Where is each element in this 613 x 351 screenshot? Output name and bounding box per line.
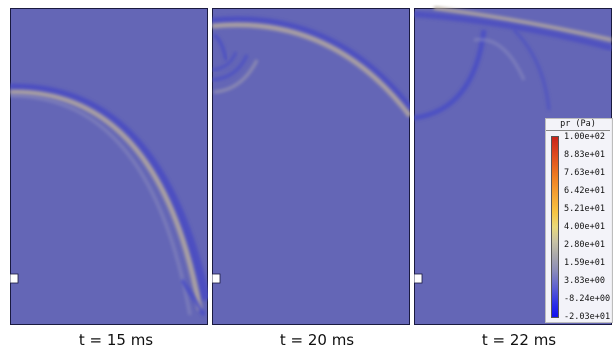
legend-tick-label: 3.83e+00: [564, 276, 605, 286]
colorbar: [551, 136, 559, 318]
wave-front: [212, 22, 410, 118]
caption-t20: t = 20 ms: [279, 331, 355, 349]
wave-front: [433, 6, 612, 42]
notch-bottom: [212, 273, 221, 284]
pressure-field-t20: [212, 8, 410, 325]
legend-tick-label: -2.03e+01: [564, 312, 611, 322]
caption-t15: t = 15 ms: [78, 331, 154, 349]
caption-t22: t = 22 ms: [481, 331, 557, 349]
wave-front: [10, 89, 203, 311]
legend-tick-label: 2.80e+01: [564, 240, 605, 250]
legend-tick-label: 4.00e+01: [564, 222, 605, 232]
legend-tick-label: 1.59e+01: [564, 258, 605, 268]
legend-tick-label: 5.21e+01: [564, 204, 605, 214]
colorbar-legend: pr (Pa) 1.00e+02 8.83e+01 7.63e+01 6.42e+01…: [545, 118, 613, 323]
notch-bottom: [414, 273, 423, 284]
legend-tick-label: 1.00e+02: [564, 132, 605, 142]
legend-tick-label: 7.63e+01: [564, 168, 605, 178]
pressure-field-t15: [10, 8, 208, 325]
legend-tick-label: 8.83e+01: [564, 150, 605, 160]
panel-t15: [10, 0, 208, 326]
panel-t20: [212, 0, 410, 326]
legend-tick-label: -8.24e+00: [564, 294, 611, 304]
legend-title: pr (Pa): [546, 119, 610, 131]
notch-bottom: [10, 273, 19, 284]
legend-tick-label: 6.42e+01: [564, 186, 605, 196]
